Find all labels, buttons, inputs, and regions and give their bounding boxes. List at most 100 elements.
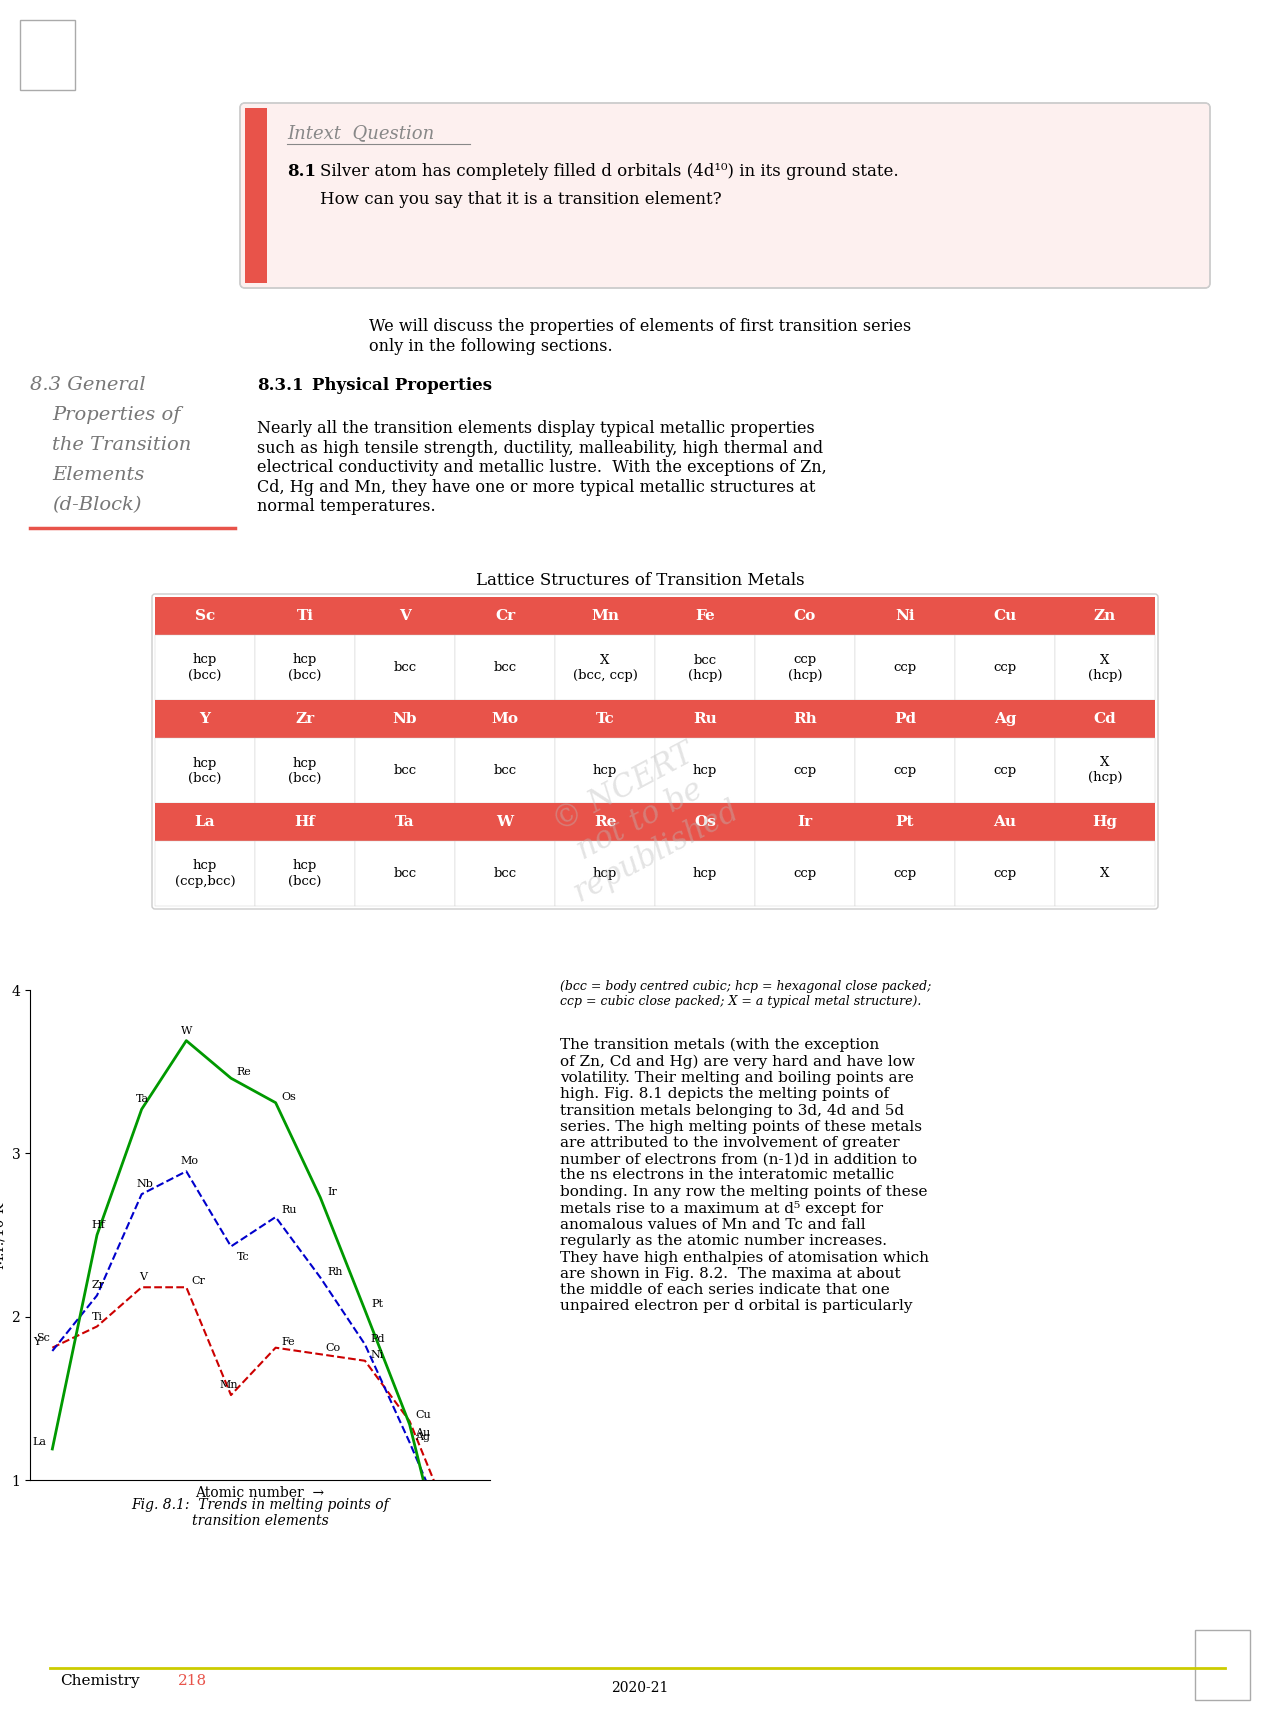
Text: ccp: ccp xyxy=(793,866,816,880)
Text: Hf: Hf xyxy=(295,815,315,829)
FancyBboxPatch shape xyxy=(240,103,1210,289)
Bar xyxy=(354,841,455,906)
Bar xyxy=(555,596,655,636)
Text: Ag: Ag xyxy=(416,1432,430,1442)
Text: X
(hcp): X (hcp) xyxy=(1088,653,1122,682)
Text: bcc: bcc xyxy=(394,764,417,778)
Bar xyxy=(156,803,255,841)
Text: Ta: Ta xyxy=(395,815,414,829)
Text: Cr: Cr xyxy=(495,608,515,624)
Text: (d-Block): (d-Block) xyxy=(52,496,142,514)
Bar xyxy=(455,636,555,701)
Text: Mn: Mn xyxy=(592,608,618,624)
Text: Fig. 8.1:  Trends in melting points of
transition elements: Fig. 8.1: Trends in melting points of tr… xyxy=(131,1499,389,1528)
Text: X
(hcp): X (hcp) xyxy=(1088,757,1122,784)
Text: bcc: bcc xyxy=(394,661,417,673)
Bar xyxy=(255,596,354,636)
Text: © NCERT
not to be
republished: © NCERT not to be republished xyxy=(536,731,745,909)
Text: Cu: Cu xyxy=(416,1410,431,1420)
Text: bcc: bcc xyxy=(493,661,516,673)
Text: the Transition: the Transition xyxy=(52,436,191,455)
Text: Sc: Sc xyxy=(36,1333,50,1343)
Bar xyxy=(955,596,1054,636)
Text: Silver atom has completely filled d orbitals (4d¹⁰) in its ground state.: Silver atom has completely filled d orbi… xyxy=(320,162,899,179)
Bar xyxy=(856,636,955,701)
Bar xyxy=(755,803,856,841)
Text: ccp: ccp xyxy=(993,866,1016,880)
Text: Zr: Zr xyxy=(296,713,315,726)
Text: Zn: Zn xyxy=(1094,608,1116,624)
Bar xyxy=(655,701,755,738)
Bar xyxy=(156,596,255,636)
Text: ccp: ccp xyxy=(993,661,1016,673)
Text: Ir: Ir xyxy=(797,815,812,829)
Bar xyxy=(1054,701,1155,738)
Bar xyxy=(354,738,455,803)
Text: Elements: Elements xyxy=(52,467,144,484)
Text: 8.3 General: 8.3 General xyxy=(31,376,145,395)
Bar xyxy=(655,738,755,803)
Text: We will discuss the properties of elements of first transition series
only in th: We will discuss the properties of elemen… xyxy=(368,318,912,354)
Text: 8.1: 8.1 xyxy=(287,162,316,179)
Bar xyxy=(455,596,555,636)
Text: Nb: Nb xyxy=(136,1179,153,1189)
Bar xyxy=(555,803,655,841)
Text: V: V xyxy=(139,1271,147,1282)
Text: Rh: Rh xyxy=(328,1266,343,1277)
Bar xyxy=(156,841,255,906)
Bar xyxy=(1054,841,1155,906)
Text: Y: Y xyxy=(199,713,210,726)
Text: Pd: Pd xyxy=(894,713,915,726)
Bar xyxy=(455,738,555,803)
Text: ccp: ccp xyxy=(793,764,816,778)
Text: bcc
(hcp): bcc (hcp) xyxy=(687,653,722,682)
Text: Ir: Ir xyxy=(328,1186,337,1196)
Bar xyxy=(354,636,455,701)
Text: Cr: Cr xyxy=(191,1277,205,1287)
Bar xyxy=(255,841,354,906)
Text: 8.3.1: 8.3.1 xyxy=(258,378,303,395)
Text: ccp: ccp xyxy=(894,764,917,778)
Text: Cd: Cd xyxy=(1094,713,1117,726)
Bar xyxy=(455,841,555,906)
Text: Pt: Pt xyxy=(896,815,914,829)
Bar xyxy=(655,596,755,636)
Text: ccp: ccp xyxy=(993,764,1016,778)
Text: bcc: bcc xyxy=(493,866,516,880)
Text: Properties of: Properties of xyxy=(52,407,181,424)
Bar xyxy=(156,738,255,803)
Bar xyxy=(455,803,555,841)
Text: Ti: Ti xyxy=(297,608,314,624)
Text: Hf: Hf xyxy=(92,1220,106,1230)
Text: Ru: Ru xyxy=(694,713,717,726)
Text: Mn: Mn xyxy=(219,1381,238,1389)
Text: Pd: Pd xyxy=(371,1333,385,1343)
Bar xyxy=(255,738,354,803)
Text: Au: Au xyxy=(416,1427,431,1437)
Text: Chemistry: Chemistry xyxy=(60,1675,140,1688)
Text: Co: Co xyxy=(326,1343,340,1354)
Text: How can you say that it is a transition element?: How can you say that it is a transition … xyxy=(320,191,722,208)
Text: Re: Re xyxy=(237,1068,251,1077)
Text: Fe: Fe xyxy=(695,608,715,624)
FancyBboxPatch shape xyxy=(152,595,1158,909)
Text: Rh: Rh xyxy=(793,713,817,726)
Bar xyxy=(755,738,856,803)
Text: Sc: Sc xyxy=(195,608,215,624)
Text: hcp: hcp xyxy=(692,866,717,880)
Text: Ag: Ag xyxy=(993,713,1016,726)
Bar xyxy=(856,803,955,841)
Bar xyxy=(755,596,856,636)
Bar xyxy=(1054,596,1155,636)
Text: The transition metals (with the exception
of Zn, Cd and Hg) are very hard and ha: The transition metals (with the exceptio… xyxy=(560,1037,929,1313)
Bar xyxy=(856,738,955,803)
Text: Intext  Question: Intext Question xyxy=(287,125,435,142)
X-axis label: Atomic number  →: Atomic number → xyxy=(195,1485,325,1499)
Bar xyxy=(655,803,755,841)
Bar xyxy=(955,738,1054,803)
Bar xyxy=(245,108,266,284)
Text: V: V xyxy=(399,608,411,624)
Text: Co: Co xyxy=(794,608,816,624)
Y-axis label: M.P./10³K: M.P./10³K xyxy=(0,1201,6,1268)
Bar xyxy=(655,841,755,906)
